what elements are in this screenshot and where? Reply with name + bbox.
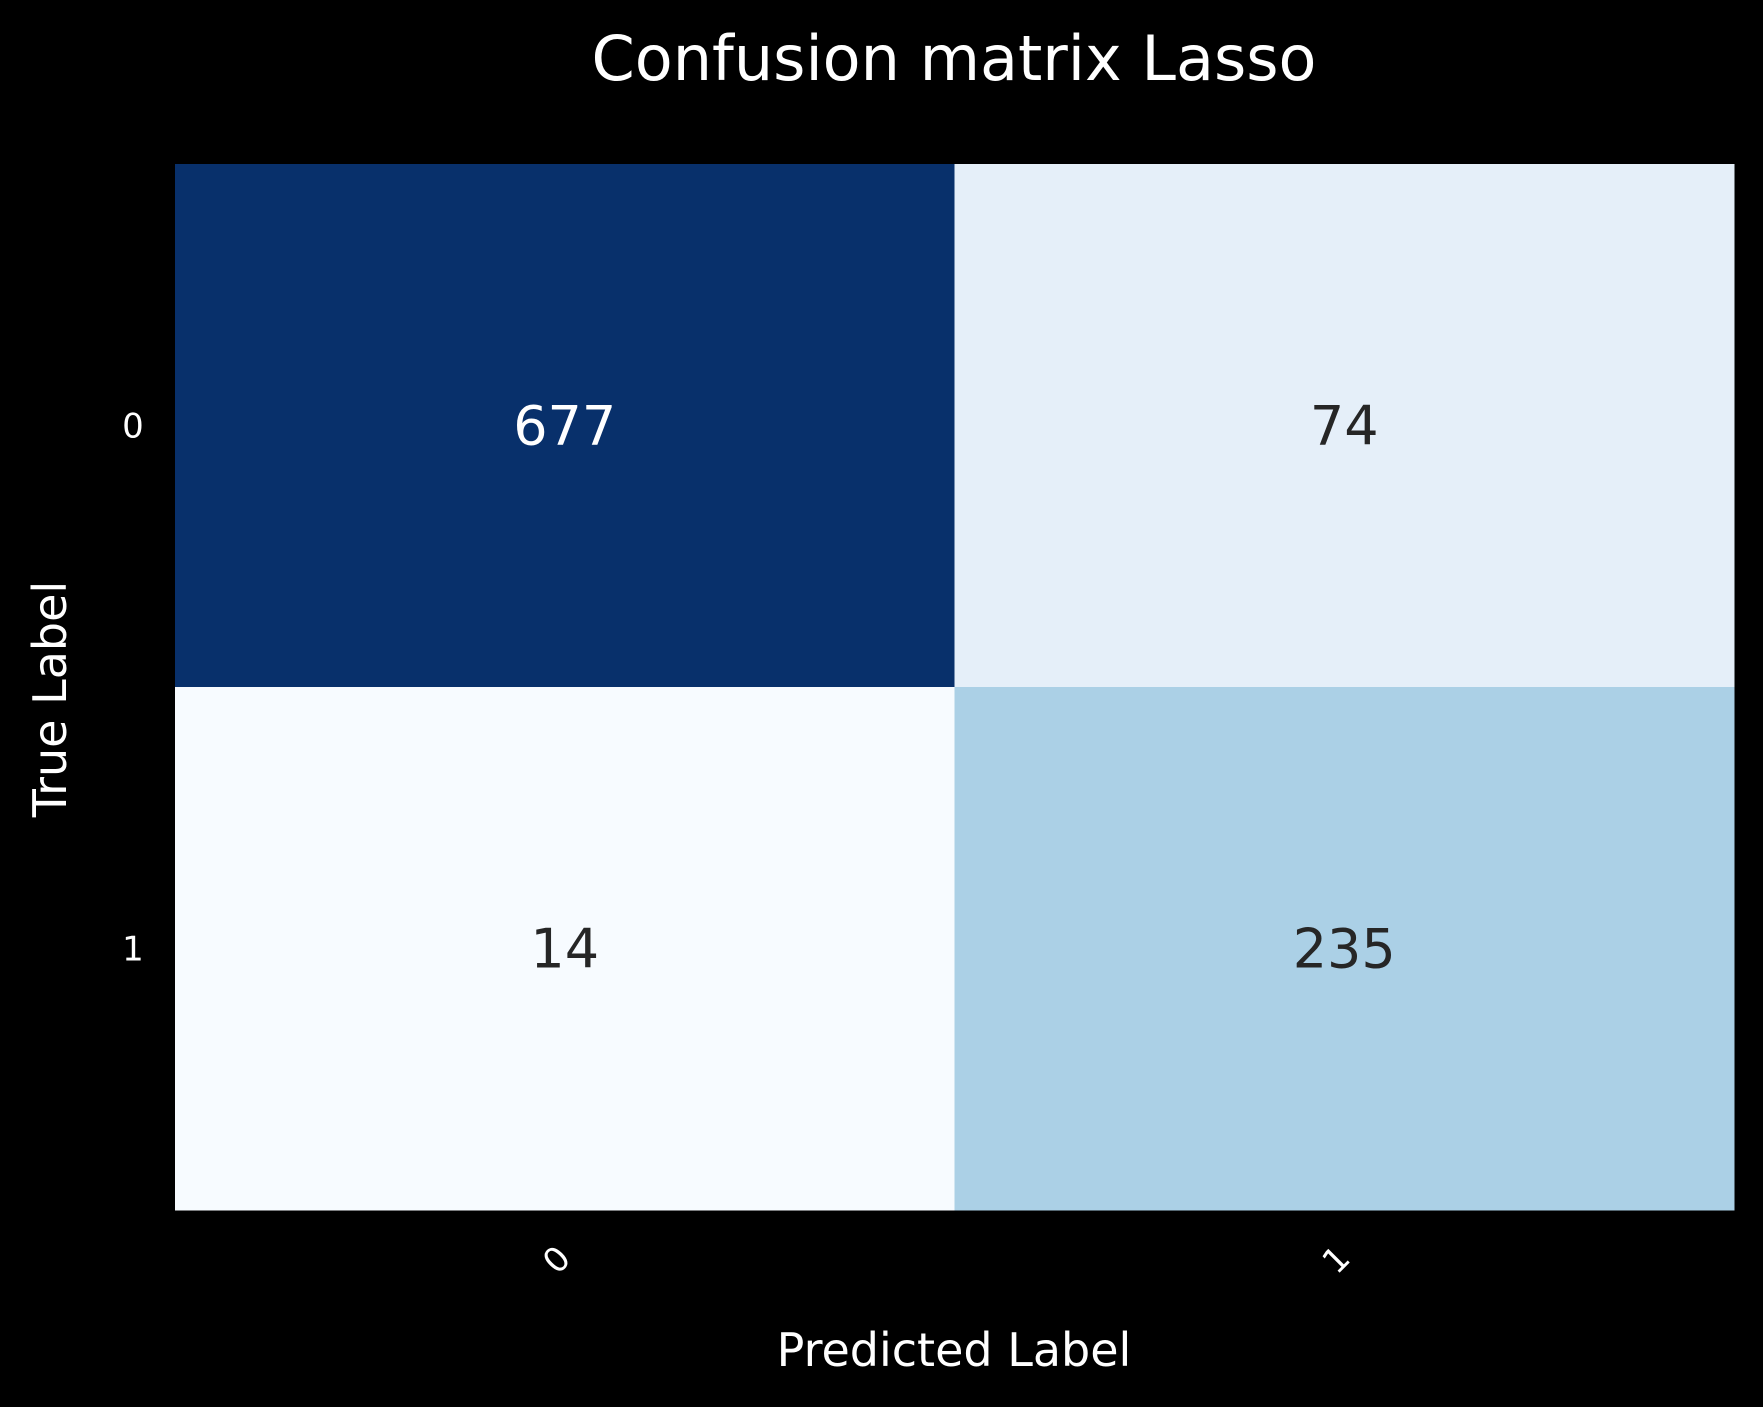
cell-value-label-1-0: 14 <box>530 918 599 981</box>
heatmap-cell-0-0 <box>175 164 955 688</box>
heatmap-cells: 677 74 14 235 <box>175 164 1735 1211</box>
x-axis-label: Predicted Label <box>777 1323 1132 1377</box>
y-axis-ticks: 01 <box>122 407 144 970</box>
y-tick-label-0: 0 <box>122 407 144 447</box>
heatmap-cell-1-1 <box>954 687 1735 1211</box>
heatmap-cell-1-0 <box>175 687 955 1211</box>
cell-value-label-0-0: 677 <box>513 395 616 458</box>
cell-value-label-0-1: 74 <box>1310 395 1379 458</box>
y-tick-label-1: 1 <box>122 930 144 970</box>
y-axis-label: True Label <box>23 581 77 818</box>
chart-title: Confusion matrix Lasso <box>592 22 1317 95</box>
heatmap-cell-0-1 <box>954 164 1735 688</box>
cell-value-label-1-1: 235 <box>1293 918 1396 981</box>
